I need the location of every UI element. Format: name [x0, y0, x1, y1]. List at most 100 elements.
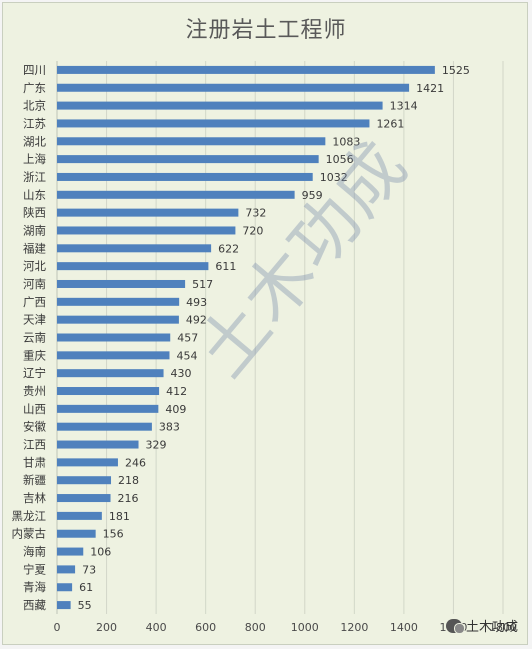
- category-label: 云南: [23, 331, 46, 345]
- category-label: 河北: [23, 259, 46, 273]
- bar: [57, 190, 295, 199]
- data-label: 720: [242, 224, 263, 237]
- category-label: 新疆: [23, 473, 46, 487]
- x-tick-label: 800: [245, 621, 266, 634]
- category-label: 北京: [23, 99, 46, 113]
- category-label: 贵州: [23, 384, 46, 398]
- category-label: 江西: [23, 438, 46, 452]
- bar: [57, 547, 84, 556]
- bar: [57, 529, 96, 538]
- data-label: 1056: [326, 153, 354, 166]
- bar: [57, 369, 164, 378]
- data-label: 181: [109, 510, 130, 523]
- category-label: 青海: [23, 580, 46, 594]
- category-label: 浙江: [23, 170, 46, 184]
- category-label: 湖北: [23, 134, 46, 148]
- category-label: 河南: [23, 277, 46, 291]
- bar: [57, 387, 160, 396]
- x-tick-label: 400: [146, 621, 167, 634]
- data-label: 216: [118, 492, 139, 505]
- x-tick-label: 600: [195, 621, 216, 634]
- data-label: 732: [245, 207, 266, 220]
- data-label: 1314: [390, 100, 418, 113]
- data-label: 622: [218, 242, 239, 255]
- bar: [57, 333, 171, 342]
- data-label: 457: [177, 332, 198, 345]
- bar: [57, 119, 370, 128]
- x-tick-label: 1200: [340, 621, 368, 634]
- bar: [57, 458, 118, 467]
- data-label: 218: [118, 474, 139, 487]
- bar: [57, 583, 73, 592]
- data-label: 959: [302, 189, 323, 202]
- bar: [57, 297, 180, 306]
- bar: [57, 565, 76, 574]
- category-label: 福建: [23, 241, 46, 255]
- bar: [57, 422, 152, 431]
- bar: [57, 315, 179, 324]
- category-label: 湖南: [23, 223, 46, 237]
- category-label: 海南: [23, 545, 46, 559]
- data-label: 156: [103, 528, 124, 541]
- bar: [57, 226, 236, 235]
- data-label: 1525: [442, 64, 470, 77]
- data-label: 611: [215, 260, 236, 273]
- brand-label: 土木功成: [465, 620, 518, 635]
- category-label: 黑龙江: [12, 509, 47, 523]
- x-tick-label: 1800: [489, 621, 517, 634]
- data-label: 409: [165, 403, 186, 416]
- data-label: 430: [171, 367, 192, 380]
- category-label: 辽宁: [23, 366, 46, 380]
- category-label: 吉林: [23, 491, 46, 505]
- data-label: 329: [146, 439, 167, 452]
- chart-title: 注册岩土工程师: [185, 18, 347, 43]
- data-label: 73: [82, 563, 96, 576]
- bar: [57, 494, 111, 503]
- category-label: 安徽: [23, 420, 46, 434]
- bar: [57, 137, 326, 146]
- bar: [57, 511, 102, 520]
- category-label: 上海: [23, 152, 46, 166]
- bar: [57, 262, 209, 271]
- category-label: 江苏: [23, 116, 46, 130]
- wechat-icon: [445, 618, 465, 634]
- category-label: 内蒙古: [12, 527, 47, 541]
- data-label: 454: [176, 349, 197, 362]
- bar: [57, 155, 319, 164]
- x-tick-label: 1400: [390, 621, 418, 634]
- data-label: 412: [166, 385, 187, 398]
- category-label: 天津: [23, 313, 46, 327]
- data-label: 246: [125, 456, 146, 469]
- data-label: 517: [192, 278, 213, 291]
- data-label: 106: [90, 546, 111, 559]
- bar: [57, 476, 112, 485]
- bar: [57, 404, 159, 413]
- data-label: 1083: [332, 135, 360, 148]
- x-tick-label: 200: [96, 621, 117, 634]
- bar: [57, 172, 313, 181]
- brand-badge: 土木功成: [445, 616, 518, 635]
- data-label: 493: [186, 296, 207, 309]
- data-label: 1032: [320, 171, 348, 184]
- category-label: 宁夏: [23, 562, 46, 576]
- data-label: 1261: [376, 117, 404, 130]
- data-label: 383: [159, 421, 180, 434]
- x-tick-label: 0: [54, 621, 61, 634]
- data-label: 61: [79, 581, 93, 594]
- bar: [57, 279, 186, 288]
- bar: [57, 65, 435, 74]
- category-label: 广东: [23, 81, 46, 95]
- data-label: 1421: [416, 82, 444, 95]
- data-label: 55: [78, 599, 92, 612]
- category-label: 山东: [23, 188, 46, 202]
- category-label: 甘肃: [23, 455, 46, 469]
- data-label: 492: [186, 314, 207, 327]
- bar: [57, 101, 383, 110]
- x-tick-label: 1000: [291, 621, 319, 634]
- category-label: 重庆: [23, 348, 46, 362]
- category-label: 山西: [23, 402, 46, 416]
- category-label: 四川: [23, 63, 46, 77]
- bar: [57, 244, 212, 253]
- category-label: 广西: [23, 295, 46, 309]
